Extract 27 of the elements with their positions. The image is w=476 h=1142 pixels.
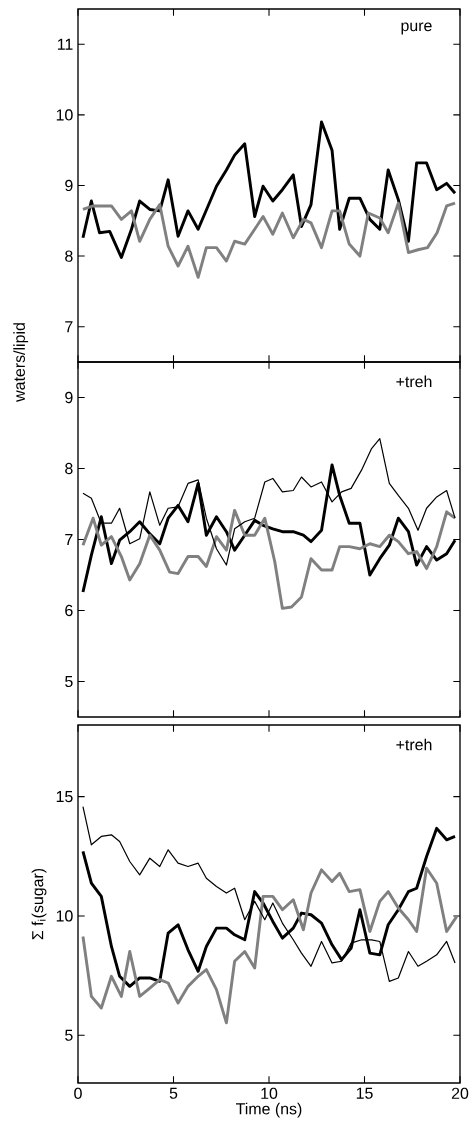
x-tick-label: 20 — [451, 1087, 469, 1099]
x-axis-title: Time (ns) — [236, 1102, 302, 1118]
y-axis-title: waters/lipid — [13, 323, 29, 402]
y-tick-label: 8 — [65, 462, 73, 475]
x-tick-label: 0 — [74, 1087, 82, 1099]
annotation: +treh — [396, 738, 432, 751]
y-tick-label: 5 — [65, 1029, 73, 1041]
y-tick-label: 5 — [65, 675, 73, 688]
y-tick-label: 15 — [56, 791, 73, 803]
annotation: +treh — [396, 375, 432, 388]
x-tick-label: 15 — [356, 1087, 373, 1099]
annotation: pure — [401, 22, 432, 35]
line-series — [81, 508, 457, 610]
y-tick-label: 7 — [65, 534, 73, 545]
line-series — [81, 120, 457, 259]
y-tick-label: 9 — [65, 179, 73, 192]
y-tick-label: 10 — [56, 910, 73, 922]
y-tick-label: 9 — [65, 391, 73, 404]
y-tick-label: 6 — [65, 604, 73, 617]
y-tick-label: 7 — [65, 321, 73, 333]
y-tick-label: 8 — [65, 250, 73, 262]
y-tick-label: 10 — [56, 109, 73, 121]
y-tick-label: 11 — [57, 38, 73, 50]
line-series — [81, 866, 459, 1025]
x-tick-label: 10 — [261, 1087, 278, 1099]
y-axis-title: Σ f$_{i}$(sugar) — [31, 868, 47, 940]
x-tick-label: 5 — [169, 1087, 178, 1099]
